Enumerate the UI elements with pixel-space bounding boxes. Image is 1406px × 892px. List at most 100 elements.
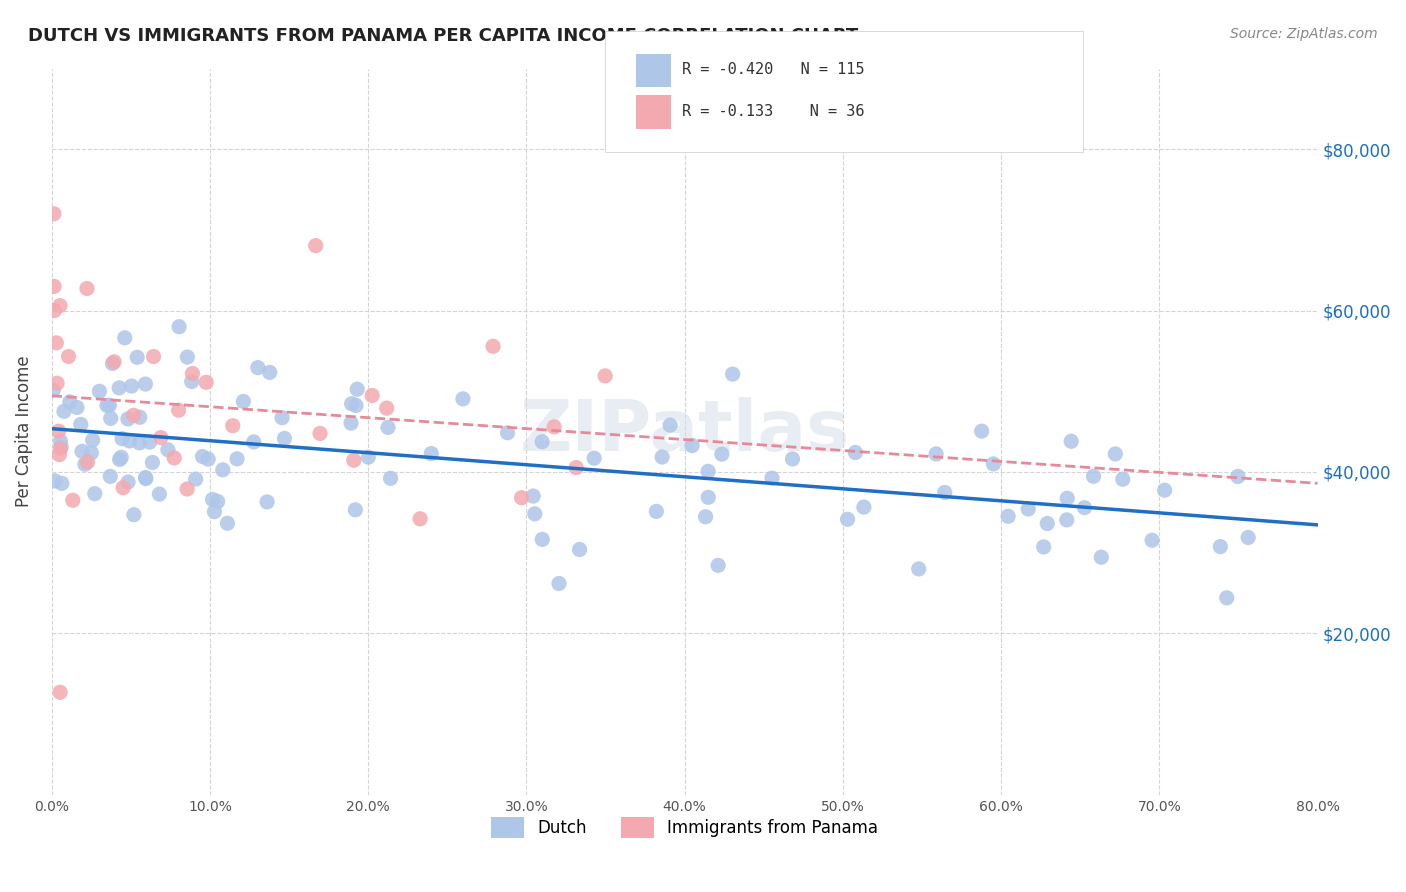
Point (80, 446, 103, 460)
Point (180, 375, 202, 389)
Point (340, 397, 363, 411)
Point (305, 238, 328, 252)
Point (925, 447, 948, 461)
Point (42, 207, 65, 221)
Point (568, 542, 591, 557)
Point (983, 457, 1005, 471)
Point (1209, 540, 1232, 554)
Point (232, 394, 254, 409)
Point (697, 491, 720, 505)
Point (273, 432, 295, 446)
Point (565, 460, 588, 475)
Point (343, 453, 366, 467)
Point (246, 360, 269, 375)
Point (46, 376, 69, 391)
Point (83, 486, 105, 500)
Point (1090, 550, 1112, 565)
Point (380, 471, 402, 485)
Point (108, 452, 131, 467)
Point (1032, 540, 1054, 554)
Point (163, 450, 186, 465)
Point (167, 403, 190, 417)
Point (510, 491, 533, 505)
Point (191, 450, 214, 464)
Point (1153, 483, 1175, 498)
Point (98, 469, 121, 483)
Point (651, 450, 673, 464)
Point (1083, 469, 1105, 483)
Point (271, 410, 294, 425)
Point (96, 398, 118, 412)
Point (522, 489, 544, 503)
Text: R = -0.133    N = 36: R = -0.133 N = 36 (682, 104, 865, 119)
Point (1073, 500, 1095, 515)
Point (1017, 502, 1039, 516)
Point (211, 463, 233, 477)
Point (142, 350, 165, 364)
Point (45, 335, 67, 350)
Point (1104, 447, 1126, 461)
Point (111, 432, 134, 446)
Point (1237, 531, 1260, 545)
Point (176, 350, 198, 364)
Text: Source: ZipAtlas.com: Source: ZipAtlas.com (1230, 27, 1378, 41)
Point (222, 418, 245, 433)
Point (375, 401, 398, 416)
Point (76, 455, 98, 469)
Point (181, 367, 204, 381)
Point (44, 474, 66, 488)
Point (49, 442, 72, 456)
Legend: Dutch, Immigrants from Panama: Dutch, Immigrants from Panama (485, 811, 884, 845)
Point (118, 434, 141, 448)
Point (844, 445, 866, 459)
Text: DUTCH VS IMMIGRANTS FROM PANAMA PER CAPITA INCOME CORRELATION CHART: DUTCH VS IMMIGRANTS FROM PANAMA PER CAPI… (28, 27, 859, 45)
Point (51, 476, 73, 491)
Point (242, 434, 264, 449)
Point (195, 376, 218, 390)
Point (1036, 516, 1059, 531)
Point (226, 451, 249, 466)
Point (217, 516, 239, 531)
Point (184, 472, 207, 486)
Point (82, 433, 104, 447)
Point (707, 558, 730, 573)
Point (361, 388, 384, 402)
Point (49, 685, 72, 699)
Point (523, 507, 546, 521)
Point (108, 381, 131, 395)
Point (89, 384, 111, 399)
Point (531, 533, 554, 547)
Point (135, 472, 157, 486)
Point (1226, 469, 1249, 483)
Point (970, 424, 993, 438)
Point (259, 365, 281, 379)
Point (583, 451, 606, 466)
Point (1112, 472, 1135, 486)
Point (548, 576, 571, 591)
Point (121, 379, 143, 393)
Point (409, 512, 432, 526)
Point (997, 509, 1019, 524)
Point (141, 455, 163, 469)
Point (420, 446, 443, 460)
Point (53, 404, 76, 418)
Point (710, 447, 733, 461)
Point (48, 424, 70, 438)
Point (49, 434, 72, 449)
Point (156, 442, 179, 457)
Point (721, 367, 744, 381)
Point (1140, 533, 1163, 548)
Point (127, 351, 149, 365)
Point (681, 438, 703, 452)
Point (1216, 591, 1239, 605)
Point (128, 436, 150, 450)
Point (204, 505, 226, 519)
Point (543, 420, 565, 434)
Point (782, 452, 804, 467)
Point (1060, 434, 1083, 449)
Point (201, 492, 224, 507)
Point (100, 411, 122, 425)
Point (309, 426, 332, 441)
Point (344, 503, 367, 517)
Point (101, 356, 124, 370)
